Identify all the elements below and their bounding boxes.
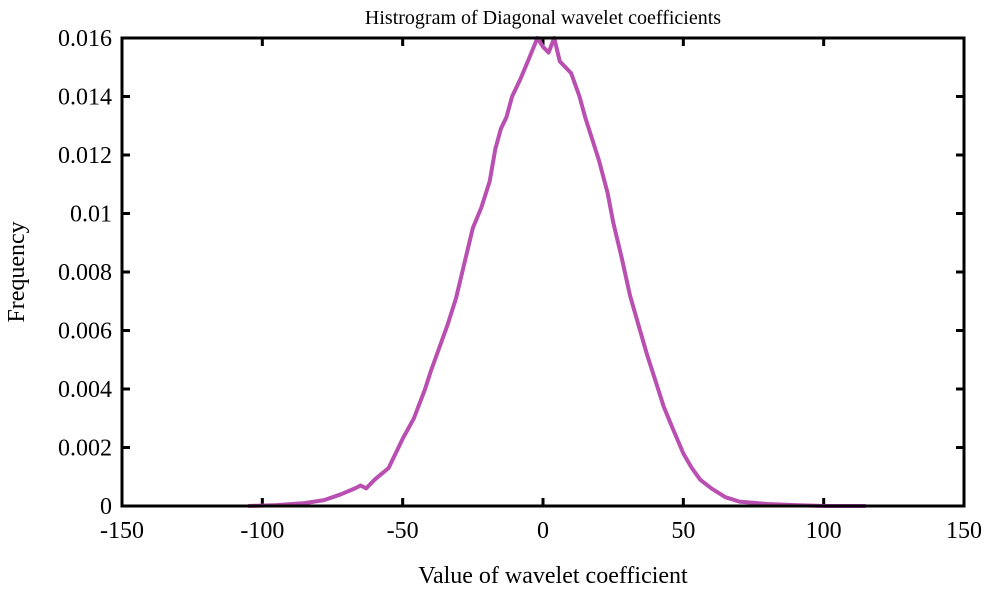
x-tick-label: -100 xyxy=(240,518,284,544)
y-tick-label: 0.006 xyxy=(58,319,112,345)
y-tick-label: 0.002 xyxy=(58,436,112,462)
y-tick-label: 0.008 xyxy=(58,260,112,286)
y-tick-label: 0 xyxy=(100,494,112,520)
y-axis-label: Frequency xyxy=(4,221,30,322)
y-axis: 0 0.002 0.004 0.006 0.008 0.01 0.012 0.014 0.016 xyxy=(58,26,964,520)
x-tick-label: 150 xyxy=(946,518,982,544)
x-tick-label: 50 xyxy=(671,518,695,544)
plot-frame xyxy=(120,36,966,508)
x-tick-label: 100 xyxy=(806,518,842,544)
y-tick-label: 0.016 xyxy=(58,26,112,52)
x-tick-label: -150 xyxy=(100,518,144,544)
x-axis: -150 -100 -50 0 50 100 150 xyxy=(100,38,982,544)
chart-title: Histrogram of Diagonal wavelet coefficie… xyxy=(365,7,721,29)
y-tick-label: 0.012 xyxy=(58,143,112,169)
x-tick-label: 0 xyxy=(537,518,549,544)
series-line xyxy=(248,36,866,508)
y-tick-label: 0.01 xyxy=(70,202,112,228)
x-tick-label: -50 xyxy=(387,518,419,544)
y-tick-label: 0.014 xyxy=(58,85,112,111)
x-axis-label: Value of wavelet coefficient xyxy=(418,563,688,589)
y-tick-label: 0.004 xyxy=(58,377,112,403)
